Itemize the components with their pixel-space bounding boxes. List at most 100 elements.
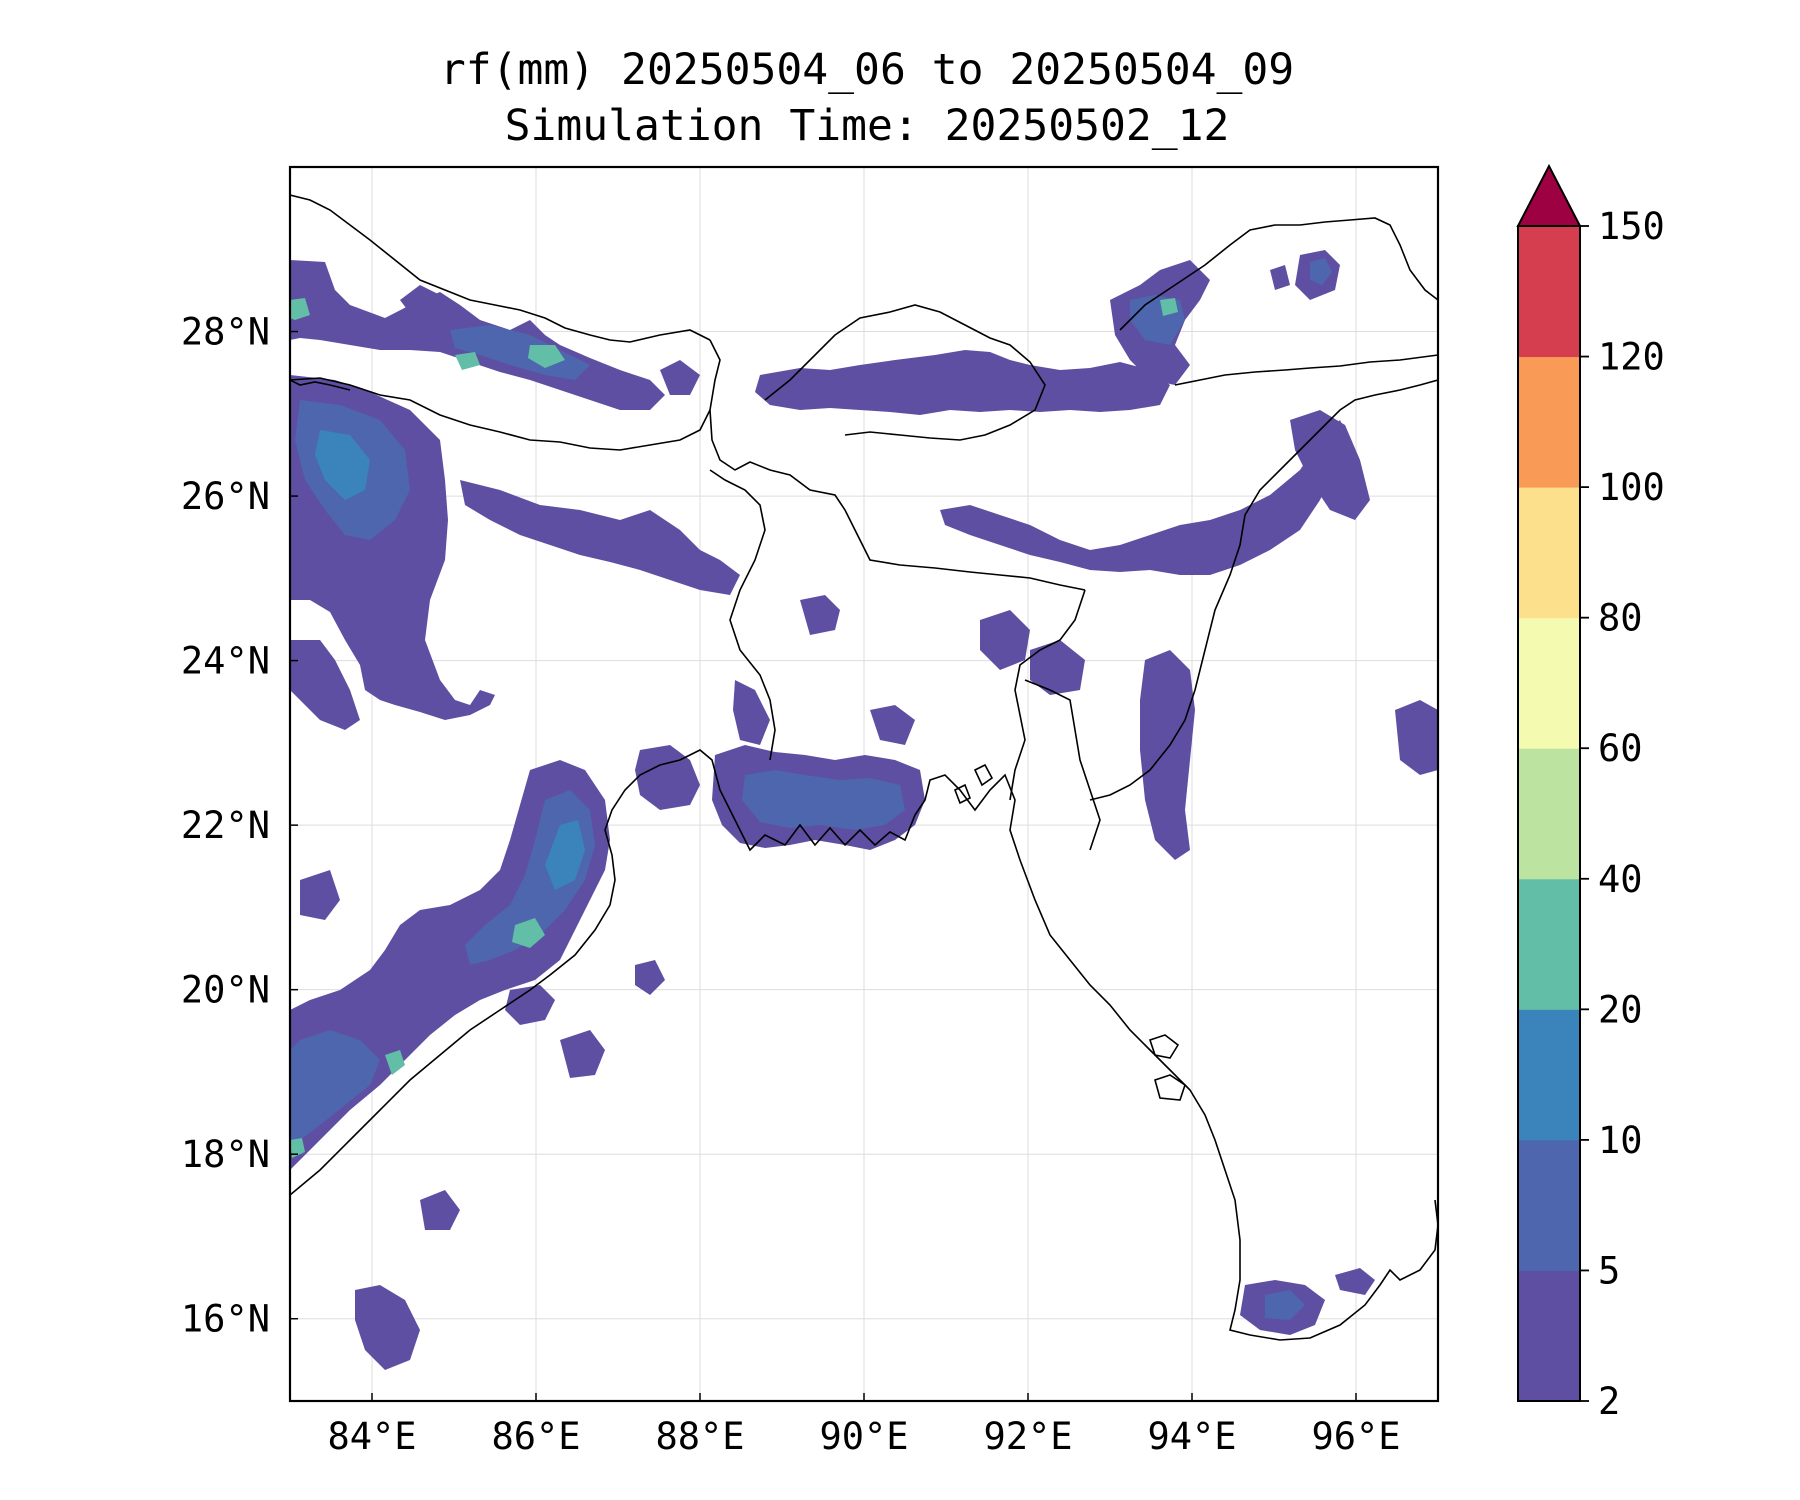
island-coast-3: [973, 763, 994, 787]
x-tick-label: 84°E: [327, 1415, 416, 1458]
x-axis-ticks: 84°E 86°E 88°E 90°E 92°E 94°E 96°E: [327, 1393, 1401, 1458]
rain-core-nepal: [450, 325, 590, 380]
rain-area-nepal-2: [400, 285, 440, 320]
rain-peak-assam: [1160, 298, 1178, 316]
border-bhutan: [764, 304, 1046, 441]
rain-area-myanmar-south-2: [1335, 1268, 1375, 1295]
rain-area-bay-4: [635, 960, 665, 995]
x-tick-label: 86°E: [491, 1415, 580, 1458]
border-nepal-north: [290, 194, 711, 343]
coastline-india-east: [290, 749, 1438, 1341]
rain-area-west-2: [290, 640, 360, 730]
rain-peak-nepal-3: [290, 298, 310, 320]
gridlines: [290, 167, 1438, 1401]
rain-area-gangetic-2: [620, 510, 700, 570]
coastlines-and-borders: [290, 194, 1438, 1341]
x-tick-label: 96°E: [1311, 1415, 1400, 1458]
rain-area-plateau: [980, 610, 1030, 670]
rain-core-south-myanmar: [1265, 1290, 1305, 1320]
colorbar-label: 40: [1598, 858, 1643, 901]
colorbar-segment: [1518, 1139, 1580, 1271]
rain-core-arunachal: [1310, 258, 1332, 285]
rain-peak-odisha: [545, 820, 585, 890]
border-bangladesh-west: [709, 469, 776, 761]
rain-area-assam: [940, 420, 1350, 575]
colorbar-label: 2: [1598, 1380, 1620, 1423]
island-coast-4: [953, 783, 972, 805]
colorbar-label: 100: [1598, 466, 1665, 509]
colorbar-label: 80: [1598, 597, 1643, 640]
rain-core-coast-south: [290, 1030, 380, 1140]
border-china-arunachal: [1119, 217, 1438, 331]
colorbar-label: 150: [1598, 205, 1665, 248]
rain-area-manipur: [1140, 650, 1195, 860]
border-bangladesh-east: [1009, 589, 1086, 801]
colorbar-segment: [1518, 617, 1580, 749]
y-tick-label: 20°N: [181, 969, 270, 1012]
border-tripura: [1024, 679, 1101, 851]
border-india-north: [290, 379, 351, 391]
rain-area-bangladesh-3: [870, 705, 915, 745]
rain-area-bangladesh-2: [733, 680, 770, 745]
x-tick-label: 90°E: [819, 1415, 908, 1458]
rain-core-bangladesh: [742, 770, 905, 830]
rain-area-bay-1: [355, 1285, 420, 1370]
rain-area-manipur-2: [1030, 640, 1085, 695]
rain-area-assam-2: [1290, 410, 1370, 520]
x-tick-label: 88°E: [655, 1415, 744, 1458]
y-tick-label: 16°N: [181, 1298, 270, 1341]
rain-peak-nepal-2: [455, 352, 480, 370]
island-coast: [1154, 1074, 1186, 1101]
y-tick-label: 22°N: [181, 804, 270, 847]
rain-area-nepal-3: [660, 360, 700, 395]
border-nepal-south: [290, 377, 711, 451]
map-title: rf(mm) 20250504_06 to 20250504_09 Simula…: [287, 42, 1447, 154]
colorbar-segment: [1518, 1270, 1580, 1402]
rain-area-arunachal-3: [1270, 265, 1290, 290]
title-line-1: rf(mm) 20250504_06 to 20250504_09: [439, 45, 1295, 95]
colorbar-extend-arrow: [1516, 163, 1582, 227]
rain-peak-nepal: [528, 345, 565, 368]
rain-area-bay-2: [420, 1190, 460, 1230]
colorbar-label: 120: [1598, 336, 1665, 379]
border-myanmar-india: [1089, 379, 1438, 801]
colorbar: 2 5 10 20 40 60 80 100 120 150: [1516, 163, 1665, 1423]
title-line-2: Simulation Time: 20250502_12: [504, 101, 1230, 151]
rain-area-odisha-3: [505, 985, 555, 1025]
colorbar-label: 20: [1598, 988, 1643, 1031]
rain-area-bhutan: [755, 350, 1170, 415]
y-axis-ticks: 16°N 18°N 20°N 22°N 24°N 26°N 28°N: [181, 311, 298, 1341]
y-tick-label: 24°N: [181, 640, 270, 683]
y-tick-label: 18°N: [181, 1133, 270, 1176]
rain-area-bihar-2: [300, 870, 340, 920]
colorbar-segment: [1518, 487, 1580, 619]
colorbar-label: 5: [1598, 1249, 1620, 1292]
rain-area-bay-3: [560, 1030, 605, 1078]
rain-peak-coast-2: [290, 1138, 305, 1158]
colorbar-segment: [1518, 748, 1580, 880]
rain-area-odisha-2: [635, 745, 700, 810]
rain-area-east-2: [1395, 700, 1438, 775]
border-bangladesh-north: [844, 509, 1086, 591]
colorbar-segment: [1518, 1009, 1580, 1141]
colorbar-segment: [1518, 878, 1580, 1010]
border-sikkim: [709, 339, 846, 511]
x-tick-label: 92°E: [983, 1415, 1072, 1458]
colorbar-label: 10: [1598, 1119, 1643, 1162]
y-tick-label: 26°N: [181, 475, 270, 518]
colorbar-frame: [1517, 225, 1581, 1402]
rain-peak-odisha-2: [512, 918, 545, 948]
colorbar-label: 60: [1598, 727, 1643, 770]
island-coast-2: [1148, 1034, 1180, 1059]
colorbar-segment: [1518, 226, 1580, 358]
rain-peak-west: [315, 430, 370, 500]
rain-area-gangetic: [460, 480, 740, 595]
border-china-arunachal-2: [1174, 354, 1438, 386]
rain-peak-coast: [385, 1050, 405, 1075]
x-tick-label: 94°E: [1147, 1415, 1236, 1458]
y-tick-label: 28°N: [181, 311, 270, 354]
colorbar-segment: [1518, 356, 1580, 488]
rain-area-plateau-2: [800, 595, 840, 635]
rainfall-contours: [290, 250, 1438, 1370]
